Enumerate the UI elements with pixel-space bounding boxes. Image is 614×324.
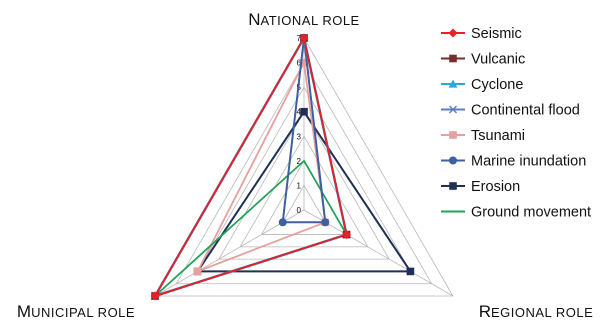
axis-label-regional-role: REGIONAL ROLE	[479, 302, 594, 321]
point-marine-inundation-2	[278, 218, 287, 227]
legend-marker-seismic	[448, 28, 458, 38]
series-line-seismic	[153, 35, 348, 298]
legend-marker-vulcanic	[449, 54, 457, 63]
legend-label-ground-movement: Ground movement	[471, 205, 591, 221]
legend-label-erosion: Erosion	[471, 179, 520, 195]
axis-label-national-role: NATIONAL ROLE	[248, 10, 359, 29]
tick-label-3: 3	[297, 132, 302, 141]
legend-label-seismic: Seismic	[471, 26, 522, 42]
legend-item-erosion: Erosion	[441, 179, 520, 195]
series-seismic	[150, 33, 352, 301]
tick-label-7: 7	[297, 34, 302, 43]
grid-ring-4	[218, 110, 390, 260]
series-line-erosion	[195, 109, 413, 273]
legend-item-marine-inundation: Marine inundation	[441, 154, 586, 170]
legend-label-vulcanic: Vulcanic	[471, 52, 525, 68]
legend: Seismic Vulcanic Cyclone Continental flood T…	[441, 26, 591, 221]
legend-item-tsunami: Tsunami	[441, 128, 525, 144]
legend-item-cyclone: Cyclone	[441, 77, 523, 93]
point-seismic-2	[150, 291, 160, 301]
legend-label-continental-flood: Continental flood	[471, 103, 580, 119]
point-tsunami-0	[300, 58, 308, 67]
series-layer	[150, 33, 415, 301]
point-erosion-0	[300, 107, 308, 116]
point-tsunami-2	[193, 267, 202, 276]
point-marine-inundation-1	[321, 218, 330, 227]
grid-ring-6	[175, 61, 433, 285]
legend-marker-tsunami	[449, 131, 457, 139]
legend-item-continental-flood: Continental flood	[441, 103, 580, 119]
radar-grid	[154, 37, 454, 297]
point-seismic-0	[299, 33, 309, 43]
legend-marker-marine-inundation	[449, 156, 457, 165]
legend-item-vulcanic: Vulcanic	[441, 52, 525, 68]
tick-label-4: 4	[297, 108, 302, 117]
series-line-tsunami	[195, 59, 327, 274]
point-seismic-1	[342, 230, 352, 240]
tick-label-6: 6	[297, 59, 302, 68]
legend-label-cyclone: Cyclone	[471, 77, 523, 93]
tick-label-1: 1	[297, 181, 302, 190]
legend-label-tsunami: Tsunami	[471, 128, 525, 144]
grid-spoke-2	[154, 209, 305, 297]
axis-label-municipal-role: MUNICIPAL ROLE	[17, 302, 135, 321]
tick-label-0: 0	[297, 206, 302, 215]
legend-marker-cyclone	[448, 79, 458, 88]
point-erosion-1	[406, 267, 415, 276]
legend-label-marine-inundation: Marine inundation	[471, 154, 586, 170]
series-line-marine-inundation	[281, 37, 327, 224]
legend-item-ground-movement: Ground movement	[441, 205, 591, 221]
tick-label-2: 2	[297, 157, 302, 166]
legend-marker-continental-flood	[449, 105, 457, 114]
legend-item-seismic: Seismic	[441, 26, 522, 42]
legend-marker-erosion	[449, 182, 457, 190]
grid-ring-3	[239, 135, 369, 248]
